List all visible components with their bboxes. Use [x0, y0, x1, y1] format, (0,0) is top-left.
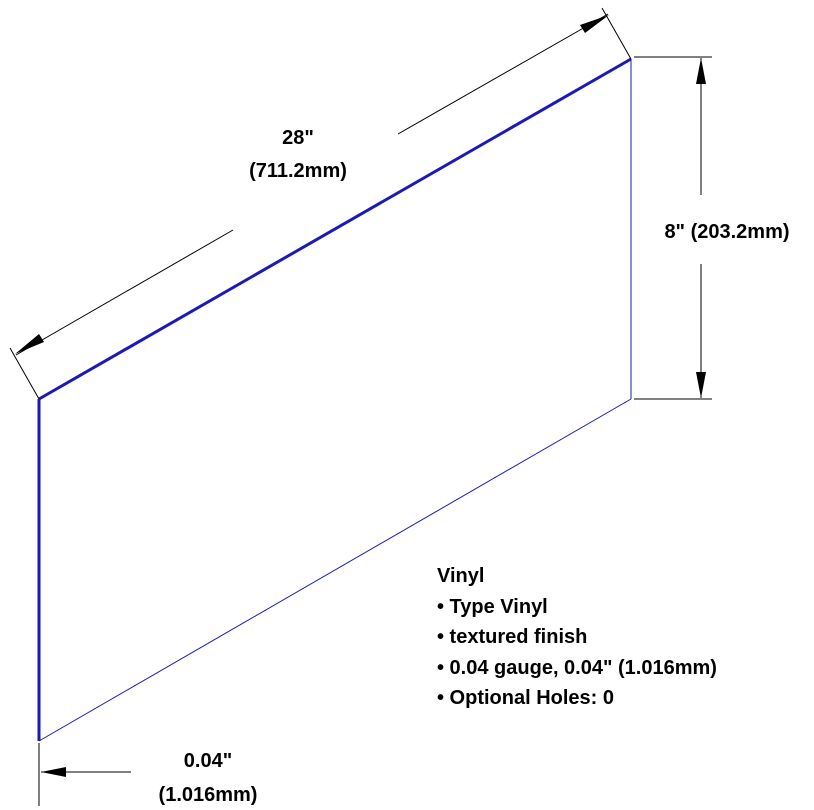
- height-dimension: [634, 56, 712, 400]
- length-dimension-line-upper: [397, 13, 609, 135]
- height-arrowhead-bottom: [696, 372, 706, 398]
- material-spec: Vinyl • Type Vinyl • textured finish • 0…: [437, 561, 717, 714]
- thickness-arrowhead: [41, 767, 66, 777]
- length-label-mm: (711.2mm): [249, 160, 347, 182]
- panel-bottom-edge: [38, 398, 632, 742]
- spec-item: • textured finish: [437, 626, 588, 648]
- length-arrowhead-right: [580, 15, 609, 33]
- spec-item: • Type Vinyl: [437, 595, 548, 618]
- spec-item: • 0.04 gauge, 0.04" (1.016mm): [437, 656, 717, 679]
- length-extension-line-right: [601, 7, 632, 60]
- material-title: Vinyl: [437, 565, 485, 587]
- thickness-label-inches: 0.04": [184, 750, 232, 772]
- panel: [37, 57, 632, 742]
- thickness-dimension: [38, 743, 131, 806]
- spec-item: • Optional Holes: 0: [437, 687, 615, 709]
- panel-top-edge: [38, 57, 632, 401]
- length-dimension-line-lower: [15, 229, 234, 356]
- height-arrowhead-top: [696, 58, 706, 84]
- thickness-label-mm: (1.016mm): [159, 784, 258, 806]
- length-label-inches: 28": [282, 127, 314, 149]
- length-arrowhead-left: [15, 334, 44, 354]
- height-label: 8" (203.2mm): [664, 221, 789, 243]
- length-dimension: [9, 7, 632, 400]
- length-extension-line-left: [9, 347, 40, 400]
